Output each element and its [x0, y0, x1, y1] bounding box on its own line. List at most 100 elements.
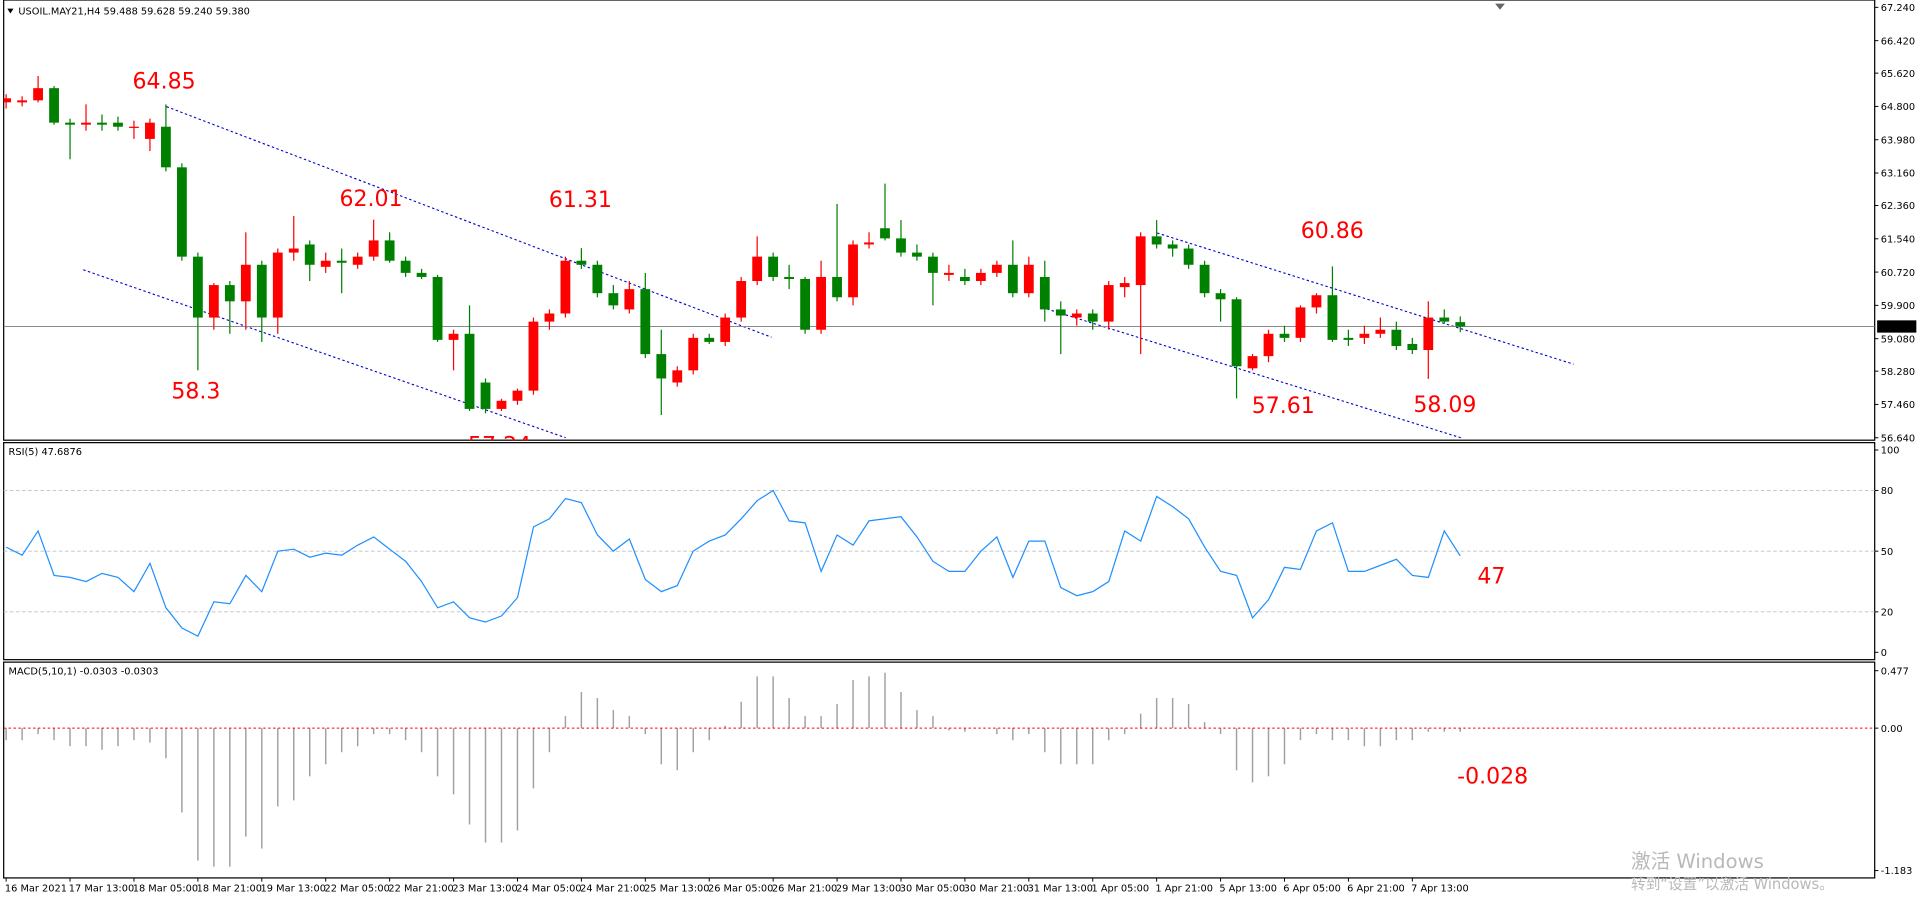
candle-body [864, 242, 874, 245]
candle-body [720, 317, 731, 342]
y-tick-label: 0.00 [1881, 724, 1903, 735]
y-tick-label: 62.360 [1881, 201, 1915, 212]
annotation: 58.3 [171, 379, 220, 404]
candle-body [161, 126, 171, 168]
y-tick-label: 57.460 [1881, 400, 1915, 411]
y-tick-label: 0 [1881, 648, 1887, 659]
candle-body [752, 256, 763, 282]
rsi-panel [3, 442, 1876, 661]
x-tick-label: 30 Mar 21:00 [964, 883, 1029, 894]
candle-body [113, 122, 123, 127]
candle-body [1007, 264, 1018, 294]
candle-body [991, 264, 1002, 273]
x-tick-label: 24 Mar 05:00 [516, 883, 581, 894]
last-price-box [1877, 320, 1917, 333]
y-tick-label: 20 [1881, 608, 1893, 619]
candle-body [1311, 295, 1322, 308]
candle-body [1103, 285, 1114, 322]
candle-body [400, 260, 411, 273]
candle-body [1183, 248, 1194, 265]
annotation: 57.24 [468, 433, 531, 458]
candle-body [1263, 333, 1274, 357]
x-tick-label: 22 Mar 21:00 [388, 883, 453, 894]
candle-body [1295, 307, 1306, 338]
x-tick-label: 31 Mar 13:00 [1028, 883, 1093, 894]
candle-body [496, 400, 507, 409]
candle-body [1167, 244, 1178, 249]
candle-body [1199, 264, 1210, 294]
candle-body [208, 285, 219, 318]
y-tick-label: 58.280 [1881, 367, 1915, 378]
candle-body [1055, 309, 1066, 316]
candle-body [464, 333, 475, 409]
candle-body [544, 313, 555, 322]
x-tick-label: 30 Mar 05:00 [900, 883, 965, 894]
candle-body [336, 260, 347, 263]
y-tick-label: 56.640 [1881, 433, 1915, 444]
candle-body [800, 278, 810, 330]
annotation: 61.31 [549, 188, 612, 213]
candle-body [736, 281, 747, 318]
candle-body [1391, 329, 1402, 346]
menu-arrow [7, 8, 14, 14]
macd-header: MACD(5,10,1) -0.0303 -0.0303 [9, 666, 159, 677]
y-tick-label: 61.540 [1881, 234, 1915, 245]
y-tick-label: 65.620 [1881, 69, 1915, 80]
candle-body [1423, 317, 1434, 351]
annotation: 60.86 [1301, 219, 1364, 244]
annotation: 62.01 [339, 187, 402, 212]
candle-body [368, 240, 379, 257]
candle-body [33, 88, 43, 101]
candle-body [177, 167, 187, 257]
x-tick-label: 29 Mar 13:00 [836, 883, 901, 894]
candle-body [17, 100, 27, 103]
candles [3, 75, 1875, 416]
candle-body [608, 293, 619, 306]
candle-body [1023, 264, 1034, 294]
candle-body [1359, 333, 1370, 338]
y-tick-label: -1.183 [1881, 866, 1913, 877]
shift-marker [1495, 3, 1505, 10]
x-tick-label: 6 Apr 21:00 [1347, 883, 1405, 894]
y-tick-label: 50 [1881, 547, 1893, 558]
candle-body [592, 264, 603, 294]
candle-body [1231, 299, 1242, 367]
candle-body [192, 256, 203, 318]
candle-body [145, 122, 155, 139]
candle-body [768, 256, 779, 277]
candle-body [288, 248, 299, 253]
y-tick-label: 0.477 [1881, 666, 1909, 677]
candle-body [624, 289, 635, 310]
candle-body [304, 244, 315, 265]
candle-body [640, 289, 651, 355]
x-tick-label: 18 Mar 05:00 [133, 883, 198, 894]
candle-body [3, 98, 12, 103]
annotation: -0.028 [1457, 765, 1528, 790]
y-tick-label: 66.420 [1881, 36, 1915, 47]
watermark: 转到“设置”以激活 Windows。 [1631, 876, 1834, 893]
candle-body [1135, 236, 1146, 286]
y-tick-label: 80 [1881, 486, 1893, 497]
candle-body [1455, 322, 1466, 327]
annotation: 64.85 [133, 69, 196, 94]
candle-body [975, 272, 986, 282]
trend-lines [83, 106, 1574, 439]
y-tick-label: 63.160 [1881, 169, 1915, 180]
candle-body [960, 276, 970, 282]
y-tick-label: 59.080 [1881, 334, 1915, 345]
y-tick-label: 59.900 [1881, 301, 1915, 312]
candle-body [928, 256, 938, 273]
candle-body [1119, 283, 1130, 288]
candle-body [1247, 356, 1258, 369]
annotation: 58.09 [1413, 393, 1476, 418]
x-tick-label: 23 Mar 13:00 [452, 883, 517, 894]
candle-body [320, 260, 331, 267]
last-price-label: 59.380 [1880, 322, 1914, 333]
watermark: 激活 Windows [1631, 850, 1764, 873]
x-tick-label: 6 Apr 05:00 [1283, 883, 1341, 894]
x-tick-label: 26 Mar 05:00 [708, 883, 773, 894]
x-tick-label: 1 Apr 21:00 [1155, 883, 1213, 894]
candle-body [1151, 236, 1162, 245]
candle-body [272, 252, 283, 318]
